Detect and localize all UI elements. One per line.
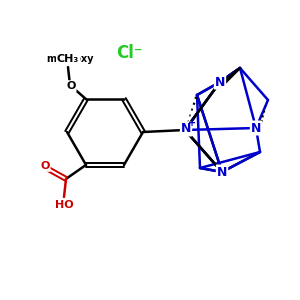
Text: N: N xyxy=(215,76,225,88)
Text: N: N xyxy=(181,122,191,136)
Text: N: N xyxy=(217,166,227,178)
Text: methoxy: methoxy xyxy=(46,54,94,64)
Text: methoxy: methoxy xyxy=(67,56,73,58)
Text: O: O xyxy=(40,161,50,171)
Polygon shape xyxy=(221,68,240,85)
Text: HO: HO xyxy=(55,200,73,210)
Text: O: O xyxy=(66,81,76,91)
Text: CH₃: CH₃ xyxy=(57,54,79,64)
Text: Cl⁻: Cl⁻ xyxy=(116,44,142,62)
Text: +: + xyxy=(188,118,196,128)
Text: N: N xyxy=(251,122,261,134)
